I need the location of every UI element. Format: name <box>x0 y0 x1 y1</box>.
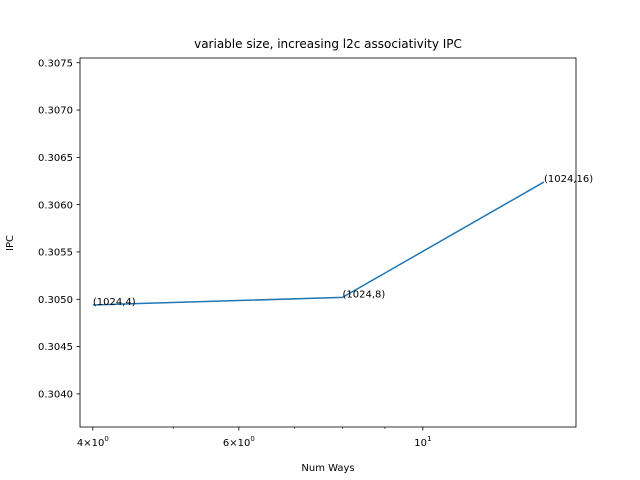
x-tick-label-exponent: 1 <box>427 435 431 443</box>
y-tick-label: 0.3070 <box>38 106 73 117</box>
y-axis-ticks: 0.3040 0.3045 0.3050 0.3055 0.3060 0.3065 0.30… <box>38 58 80 400</box>
y-tick-label: 0.3040 <box>38 389 73 400</box>
x-axis-ticks: 4×100 6×100 101 <box>77 427 431 449</box>
x-tick-label-exponent: 0 <box>250 435 254 443</box>
series-layer <box>92 181 545 306</box>
x-tick-label-base: 10 <box>414 438 427 449</box>
x-tick-label: 6×100 <box>223 435 255 449</box>
chart-title: variable size, increasing l2c associativ… <box>194 37 462 51</box>
series-line <box>92 181 545 306</box>
x-tick-label: 4×100 <box>77 435 109 449</box>
point-label: (1024,16) <box>544 174 593 185</box>
x-axis-label: Num Ways <box>301 463 354 474</box>
y-tick-label: 0.3045 <box>38 342 73 353</box>
x-tick-label: 101 <box>414 435 431 449</box>
point-annotations: (1024,4) (1024,8) (1024,16) <box>93 174 593 308</box>
y-axis-label: IPC <box>5 235 16 251</box>
x-tick-label-base: 6×10 <box>223 438 250 449</box>
x-tick-label-exponent: 0 <box>104 435 108 443</box>
y-tick-label: 0.3050 <box>38 295 73 306</box>
y-tick-label: 0.3075 <box>38 58 73 69</box>
x-tick-label-base: 4×10 <box>77 438 104 449</box>
y-tick-label: 0.3055 <box>38 248 73 259</box>
y-tick-label: 0.3060 <box>38 200 73 211</box>
point-label: (1024,4) <box>93 297 136 308</box>
point-label: (1024,8) <box>342 289 385 300</box>
plot-frame <box>79 57 577 428</box>
y-tick-label: 0.3065 <box>38 153 73 164</box>
